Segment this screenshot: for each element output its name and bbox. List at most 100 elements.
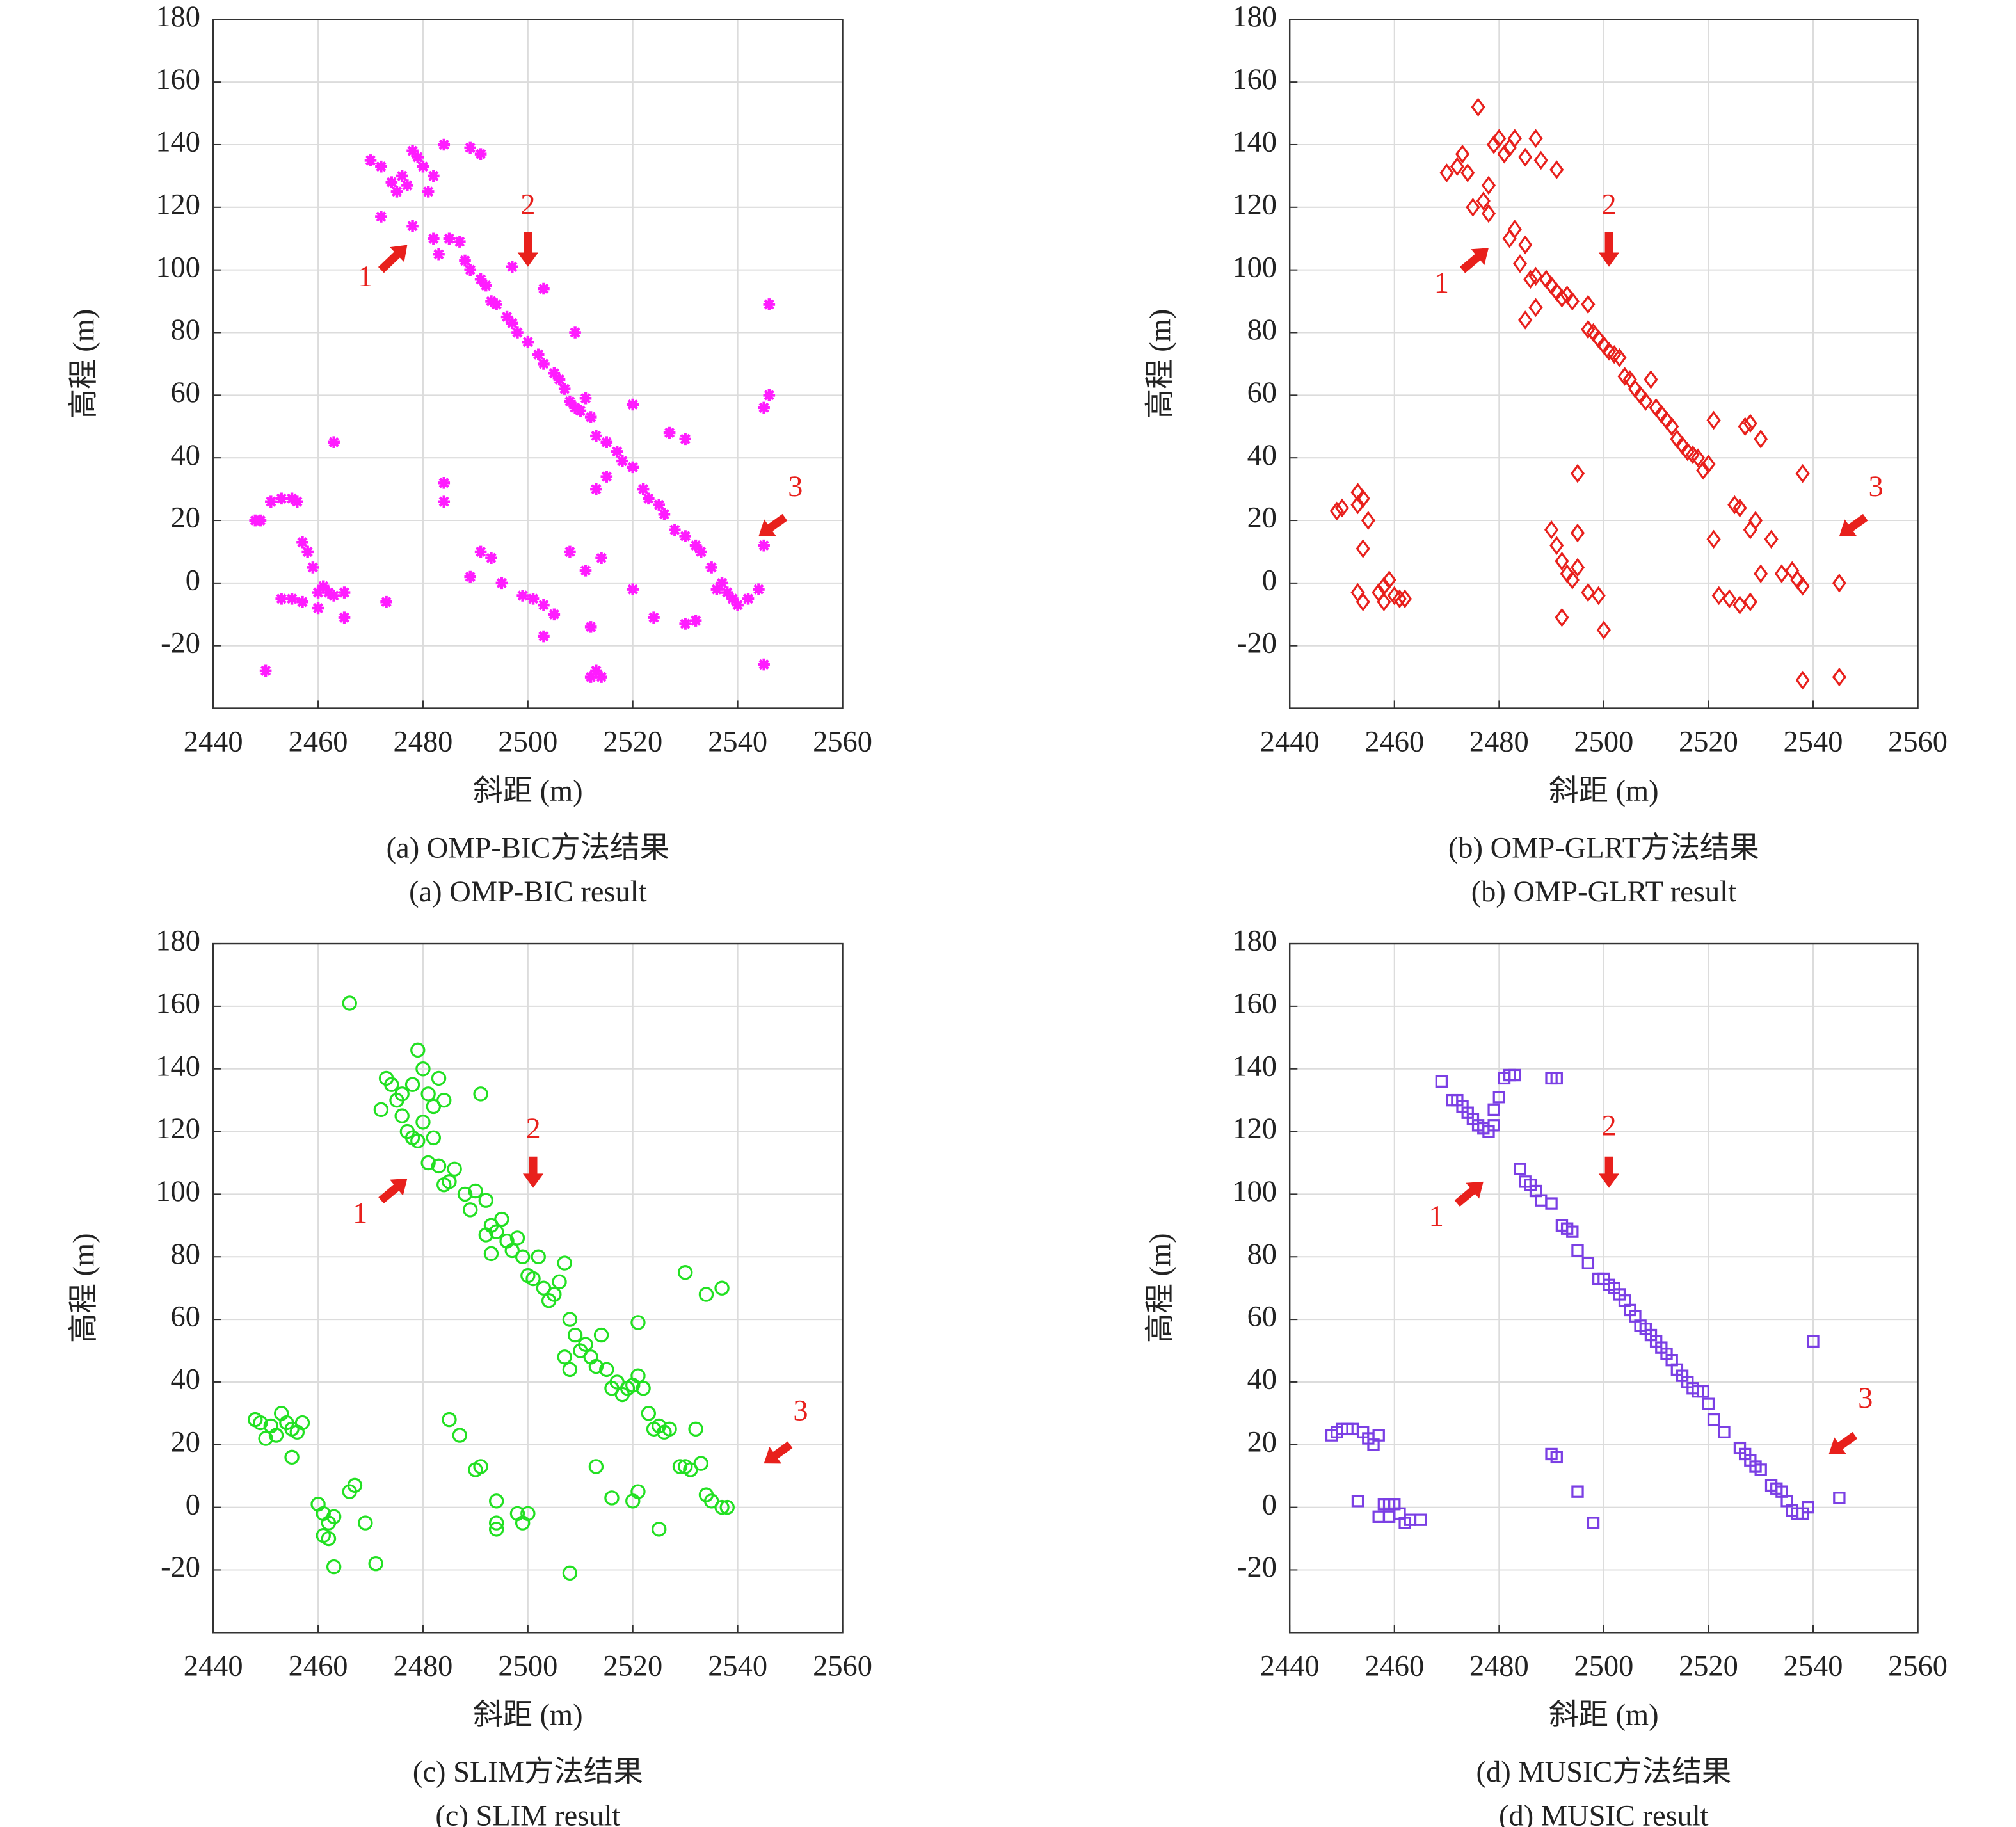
point [436, 1092, 452, 1108]
annotation-arrow [378, 245, 408, 273]
point [428, 232, 440, 245]
x-tick-label: 2440 [184, 1650, 243, 1682]
annotation-label: 3 [788, 471, 803, 503]
point [714, 1280, 730, 1296]
point [454, 236, 466, 248]
point [1397, 589, 1412, 609]
y-tick-label: 120 [156, 188, 200, 221]
point [547, 1287, 562, 1302]
point [375, 211, 387, 223]
point [584, 621, 597, 633]
point [548, 608, 561, 621]
point [412, 151, 424, 163]
point [1702, 1397, 1715, 1410]
y-tick-label: 20 [171, 502, 200, 535]
x-tick-label: 2480 [394, 726, 453, 759]
point [422, 186, 435, 198]
x-axis-label: 斜距 (m) [1549, 1699, 1659, 1732]
point [457, 1186, 473, 1202]
point [1414, 1513, 1427, 1526]
point [763, 298, 776, 310]
point [488, 1522, 504, 1537]
point [600, 436, 613, 449]
point [1512, 254, 1528, 273]
point [1435, 1075, 1448, 1088]
point [258, 1431, 273, 1446]
x-tick-label: 2560 [1888, 1650, 1948, 1682]
point [478, 1227, 494, 1243]
point [763, 389, 776, 401]
point [548, 367, 561, 380]
point [1334, 498, 1350, 518]
point [474, 273, 487, 286]
caption: (b) OMP-GLRT方法结果 [1448, 832, 1759, 864]
x-tick-label: 2500 [498, 1650, 557, 1682]
point [1581, 294, 1596, 314]
point [658, 508, 671, 520]
plot-frame [212, 942, 844, 1634]
point [588, 1358, 604, 1374]
point [590, 664, 602, 677]
annotation-label: 1 [353, 1197, 367, 1230]
x-tick-label: 2540 [708, 1650, 767, 1682]
x-tick-label: 2520 [1679, 1650, 1738, 1682]
point [500, 310, 513, 323]
annotation-arrow [1839, 513, 1868, 536]
point [401, 179, 413, 191]
point [459, 254, 471, 267]
x-tick-label: 2560 [1888, 726, 1948, 759]
y-tick-label: 60 [1247, 376, 1277, 409]
point [385, 176, 398, 188]
point [538, 358, 550, 370]
y-axis-label: 高程 (m) [1144, 1233, 1177, 1343]
point [275, 492, 287, 505]
point [317, 580, 330, 593]
point [538, 282, 550, 295]
caption: (a) OMP-BIC方法结果 [387, 832, 669, 864]
point [253, 1415, 268, 1431]
point [268, 1428, 284, 1443]
point [1361, 511, 1375, 530]
point [338, 586, 351, 599]
y-tick-label: 80 [171, 1238, 200, 1271]
point [485, 295, 497, 307]
point [394, 1108, 410, 1123]
point [321, 1531, 337, 1547]
y-tick-label: 120 [1232, 188, 1277, 221]
y-tick-label: 0 [1262, 1488, 1277, 1521]
point [1644, 370, 1658, 389]
point [662, 1421, 677, 1437]
point [1706, 529, 1721, 549]
point [627, 583, 639, 595]
point [515, 1249, 531, 1264]
annotation-arrow [1454, 1181, 1484, 1207]
point [326, 1509, 342, 1525]
point [753, 583, 765, 595]
y-tick-label: 20 [1247, 502, 1277, 535]
point [428, 170, 440, 182]
point [1732, 498, 1747, 518]
point [1690, 448, 1706, 467]
point [463, 1202, 478, 1218]
point [677, 1265, 693, 1280]
point [426, 1130, 442, 1146]
point [688, 1421, 703, 1437]
point [1638, 392, 1653, 411]
y-tick-label: 20 [171, 1426, 200, 1458]
y-axis-label: 高程 (m) [68, 309, 100, 419]
point [1450, 157, 1464, 177]
point [1356, 488, 1370, 508]
point [312, 602, 324, 615]
point [438, 477, 451, 489]
point [611, 446, 623, 458]
point [285, 593, 298, 605]
point [1514, 1163, 1526, 1175]
point [732, 599, 744, 611]
point [1356, 592, 1370, 612]
y-tick-label: -20 [1237, 1551, 1277, 1584]
y-tick-label: 40 [1247, 1364, 1277, 1396]
point [291, 495, 303, 508]
point [447, 1161, 462, 1177]
point [1696, 460, 1711, 480]
y-tick-label: 140 [156, 1050, 200, 1083]
